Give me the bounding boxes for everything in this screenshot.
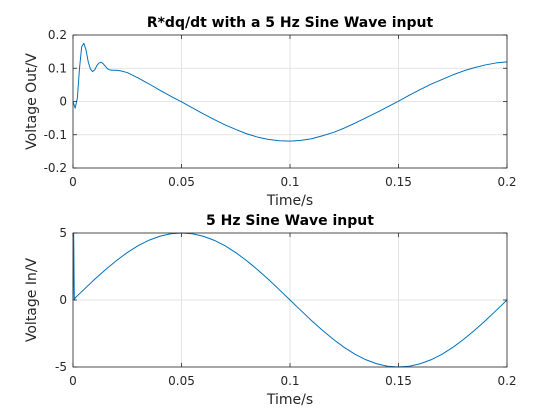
y-tick-label: 0: [59, 95, 67, 109]
y-axis-label: Voltage Out/V: [24, 53, 40, 150]
y-tick-label: -5: [55, 360, 67, 374]
x-tick-label: 0.05: [168, 374, 195, 388]
y-tick-label: 0.2: [48, 28, 67, 42]
chart-title: R*dq/dt with a 5 Hz Sine Wave input: [147, 15, 434, 31]
x-axis-label: Time/s: [266, 392, 313, 408]
x-tick-label: 0.15: [385, 374, 412, 388]
x-tick-label: 0: [69, 175, 77, 189]
y-tick-label: 0.1: [48, 61, 67, 75]
y-tick-label: 5: [59, 226, 67, 240]
y-axis-label: Voltage In/V: [24, 257, 40, 342]
x-tick-label: 0.2: [497, 374, 516, 388]
x-tick-label: 0.1: [280, 175, 299, 189]
x-tick-label: 0.15: [385, 175, 412, 189]
x-tick-label: 0.2: [497, 175, 516, 189]
y-tick-label: -0.2: [44, 161, 67, 175]
y-tick-label: 0: [59, 293, 67, 307]
series-line: [72, 42, 508, 142]
series-line: [72, 232, 508, 368]
y-tick-label: -0.1: [44, 128, 67, 142]
x-tick-label: 0: [69, 374, 77, 388]
chart-title: 5 Hz Sine Wave input: [206, 213, 374, 229]
x-tick-label: 0.05: [168, 175, 195, 189]
x-axis-label: Time/s: [266, 193, 313, 209]
top-plot: 0 0.05 0.1 0.15 0.2 -0.2 -0.1 0 0.1 0.2 R*dq/dt wi…: [24, 15, 517, 209]
x-tick-label: 0.1: [280, 374, 299, 388]
